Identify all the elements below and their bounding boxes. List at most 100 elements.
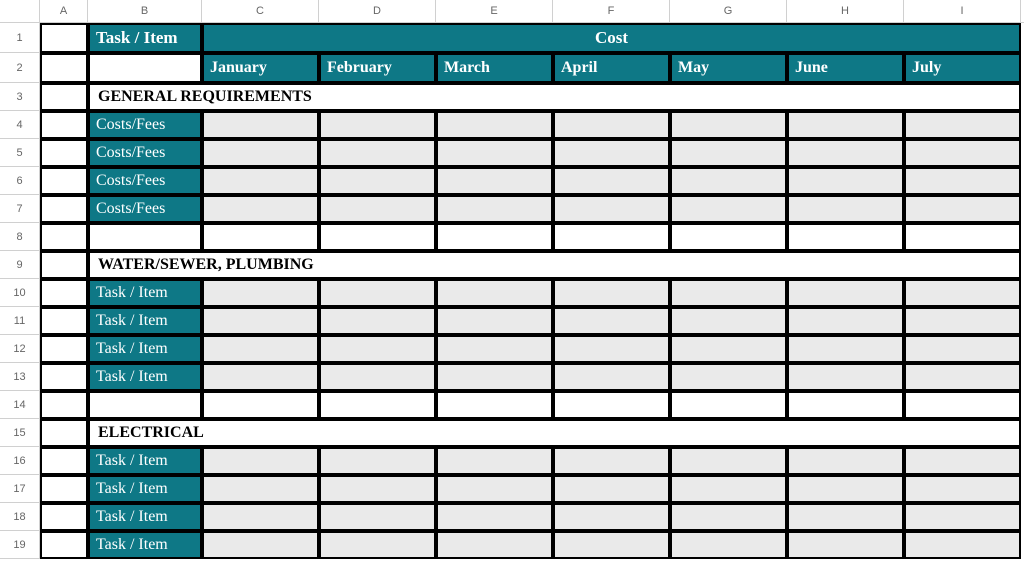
data-s2-i1-m0[interactable] [202,475,319,503]
row-header-12[interactable]: 12 [0,335,40,363]
data-s2-i3-m4[interactable] [670,531,787,559]
data-s2-i3-m0[interactable] [202,531,319,559]
spacer-s1-m3[interactable] [553,391,670,419]
data-s2-i1-m6[interactable] [904,475,1021,503]
data-s0-i2-m4[interactable] [670,167,787,195]
column-header-F[interactable]: F [553,0,670,22]
data-s0-i0-m3[interactable] [553,111,670,139]
item-label-s0-i3[interactable]: Costs/Fees [88,195,202,223]
data-s1-i2-m3[interactable] [553,335,670,363]
spacer-s1-m6[interactable] [904,391,1021,419]
row-header-19[interactable]: 19 [0,531,40,559]
item-label-s1-i3[interactable]: Task / Item [88,363,202,391]
cell-a-s1-i3[interactable] [40,363,88,391]
row-header-2[interactable]: 2 [0,53,40,83]
data-s1-i3-m4[interactable] [670,363,787,391]
month-header-1[interactable]: February [319,53,436,83]
data-s0-i1-m1[interactable] [319,139,436,167]
spacer-s0-m6[interactable] [904,223,1021,251]
cell-a-section-0[interactable] [40,83,88,111]
data-s1-i2-m4[interactable] [670,335,787,363]
cell-a-section-1[interactable] [40,251,88,279]
spacer-s0-m0[interactable] [202,223,319,251]
data-s2-i3-m6[interactable] [904,531,1021,559]
data-s1-i0-m2[interactable] [436,279,553,307]
spacer-s0-m1[interactable] [319,223,436,251]
section-title-0[interactable]: GENERAL REQUIREMENTS [88,83,1021,111]
cell-a-s2-i1[interactable] [40,475,88,503]
row-header-11[interactable]: 11 [0,307,40,335]
row-header-6[interactable]: 6 [0,167,40,195]
item-label-s1-i0[interactable]: Task / Item [88,279,202,307]
data-s1-i3-m5[interactable] [787,363,904,391]
row-header-1[interactable]: 1 [0,23,40,53]
month-header-0[interactable]: January [202,53,319,83]
data-s0-i2-m6[interactable] [904,167,1021,195]
data-s0-i3-m6[interactable] [904,195,1021,223]
data-s2-i0-m0[interactable] [202,447,319,475]
spacer-a-0[interactable] [40,223,88,251]
data-s2-i1-m3[interactable] [553,475,670,503]
cell-a1[interactable] [40,23,88,53]
row-header-5[interactable]: 5 [0,139,40,167]
row-header-10[interactable]: 10 [0,279,40,307]
data-s1-i3-m0[interactable] [202,363,319,391]
cell-a-s1-i2[interactable] [40,335,88,363]
cell-a-s0-i1[interactable] [40,139,88,167]
data-s0-i3-m0[interactable] [202,195,319,223]
spacer-s1-m2[interactable] [436,391,553,419]
month-header-6[interactable]: July [904,53,1021,83]
data-s1-i3-m6[interactable] [904,363,1021,391]
spacer-s0-m4[interactable] [670,223,787,251]
cell-a-s2-i3[interactable] [40,531,88,559]
spacer-s0-m5[interactable] [787,223,904,251]
item-label-s2-i0[interactable]: Task / Item [88,447,202,475]
row-header-4[interactable]: 4 [0,111,40,139]
row-header-3[interactable]: 3 [0,83,40,111]
header-task-item[interactable]: Task / Item [88,23,202,53]
column-header-I[interactable]: I [904,0,1021,22]
data-s2-i0-m1[interactable] [319,447,436,475]
data-s0-i3-m5[interactable] [787,195,904,223]
section-title-1[interactable]: WATER/SEWER, PLUMBING [88,251,1021,279]
data-s0-i3-m2[interactable] [436,195,553,223]
data-s0-i1-m3[interactable] [553,139,670,167]
spacer-b-0[interactable] [88,223,202,251]
data-s0-i1-m4[interactable] [670,139,787,167]
data-s2-i0-m2[interactable] [436,447,553,475]
data-s0-i0-m0[interactable] [202,111,319,139]
data-s1-i1-m4[interactable] [670,307,787,335]
row-header-7[interactable]: 7 [0,195,40,223]
data-s1-i0-m5[interactable] [787,279,904,307]
row-header-8[interactable]: 8 [0,223,40,251]
column-header-C[interactable]: C [202,0,319,22]
month-header-2[interactable]: March [436,53,553,83]
item-label-s2-i3[interactable]: Task / Item [88,531,202,559]
column-header-A[interactable]: A [40,0,88,22]
row-header-16[interactable]: 16 [0,447,40,475]
data-s1-i0-m3[interactable] [553,279,670,307]
item-label-s0-i0[interactable]: Costs/Fees [88,111,202,139]
data-s0-i2-m5[interactable] [787,167,904,195]
row-header-18[interactable]: 18 [0,503,40,531]
data-s2-i1-m1[interactable] [319,475,436,503]
item-label-s1-i2[interactable]: Task / Item [88,335,202,363]
item-label-s1-i1[interactable]: Task / Item [88,307,202,335]
data-s0-i3-m3[interactable] [553,195,670,223]
data-s2-i1-m2[interactable] [436,475,553,503]
data-s2-i2-m0[interactable] [202,503,319,531]
data-s1-i1-m6[interactable] [904,307,1021,335]
data-s1-i2-m2[interactable] [436,335,553,363]
data-s1-i2-m6[interactable] [904,335,1021,363]
row-header-14[interactable]: 14 [0,391,40,419]
cell-a-section-2[interactable] [40,419,88,447]
spacer-b-1[interactable] [88,391,202,419]
spacer-a-1[interactable] [40,391,88,419]
data-s0-i0-m4[interactable] [670,111,787,139]
data-s1-i3-m1[interactable] [319,363,436,391]
cell-a-s0-i0[interactable] [40,111,88,139]
spacer-s1-m4[interactable] [670,391,787,419]
data-s1-i1-m3[interactable] [553,307,670,335]
row-header-15[interactable]: 15 [0,419,40,447]
spacer-s0-m2[interactable] [436,223,553,251]
